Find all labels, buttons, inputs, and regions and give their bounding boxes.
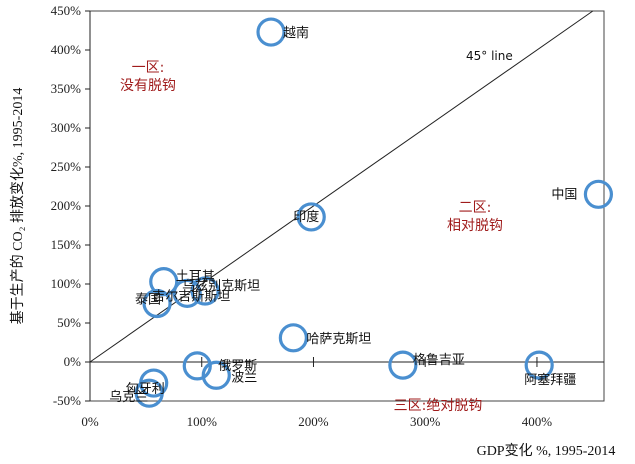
- data-point-10: [182, 351, 212, 381]
- zone-label: 二区:: [459, 200, 492, 216]
- x-tick-label: 400%: [522, 414, 553, 429]
- y-tick-label: 50%: [57, 315, 81, 330]
- data-point-6: [142, 288, 172, 319]
- y-tick-label: 150%: [51, 237, 82, 252]
- point-label: 泰国: [135, 293, 161, 308]
- y-axis-title: 基于生产的 CO₂ 排放变化%, 1995-2014: [9, 88, 26, 325]
- y-tick-label: 350%: [51, 81, 82, 96]
- y-tick-label: 200%: [51, 198, 82, 213]
- data-points: [134, 17, 614, 408]
- point-label: 土耳其: [176, 270, 215, 285]
- x-tick-label: 300%: [410, 414, 441, 429]
- data-point-7: [278, 323, 308, 353]
- x-tick-label: 200%: [298, 414, 329, 429]
- y-tick-label: 250%: [51, 159, 82, 174]
- point-label: 吉尔吉斯斯坦: [152, 289, 230, 304]
- point-label: 哈萨克斯坦: [306, 332, 371, 347]
- x-tick-label: 100%: [187, 414, 218, 429]
- y-tick-label: 450%: [51, 3, 82, 18]
- point-label: 越南: [283, 25, 309, 41]
- tick-labels: -50%0%50%100%150%200%250%300%350%400%450…: [51, 3, 553, 429]
- point-label: 匈牙利: [126, 382, 165, 397]
- zone-label: 一区:: [132, 60, 165, 76]
- x-axis-title: GDP变化 %, 1995-2014: [477, 443, 616, 459]
- data-point-11: [201, 360, 231, 390]
- data-point-4: [190, 276, 220, 306]
- data-point-0: [256, 17, 286, 47]
- y-tick-label: 100%: [51, 276, 82, 291]
- point-label: 印度: [293, 209, 319, 225]
- x-tick-label: 0%: [81, 414, 99, 429]
- point-label: 阿塞拜疆: [524, 372, 576, 388]
- zone-label: 没有脱钩: [120, 78, 176, 94]
- data-point-2: [296, 202, 326, 232]
- data-point-1: [583, 179, 614, 209]
- point-label: 俄罗斯: [218, 359, 257, 374]
- zone-label: 三区:绝对脱钩: [394, 398, 483, 414]
- point-label: 格鲁吉亚: [413, 352, 465, 368]
- reference-line-label: 45° line: [466, 49, 513, 63]
- data-point-9: [524, 350, 554, 380]
- point-label: 乌克兰: [109, 389, 148, 405]
- y-tick-label: -50%: [53, 393, 81, 408]
- y-tick-label: 300%: [51, 120, 82, 135]
- zone-label: 相对脱钩: [447, 218, 503, 234]
- point-label: 乌兹别克斯坦: [182, 278, 260, 294]
- reference-45-degree-line: [89, 10, 594, 363]
- data-point-8: [388, 350, 418, 380]
- point-label: 波兰: [231, 370, 257, 385]
- y-tick-label: 0%: [64, 354, 82, 369]
- y-tick-label: 400%: [51, 42, 82, 57]
- data-point-13: [134, 378, 164, 408]
- data-point-3: [149, 267, 179, 297]
- data-point-5: [172, 278, 202, 308]
- point-label: 中国: [551, 187, 577, 202]
